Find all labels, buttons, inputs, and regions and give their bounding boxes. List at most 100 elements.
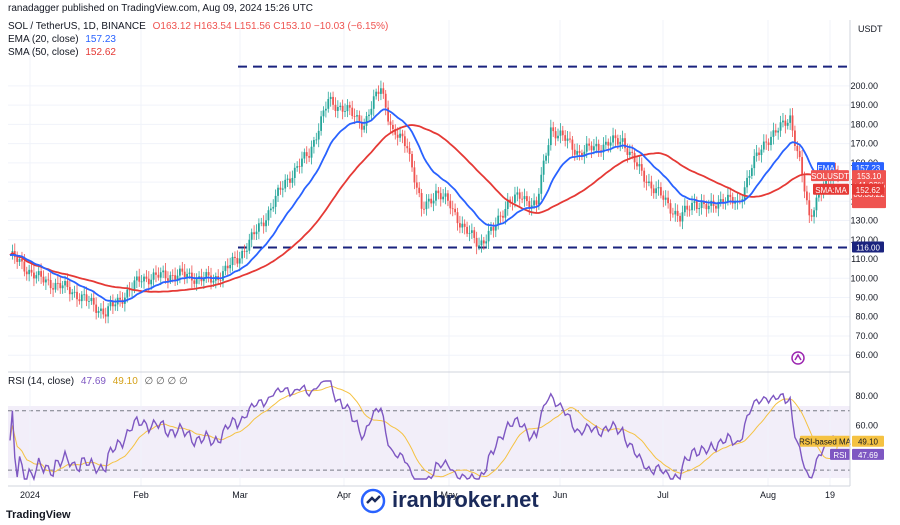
- rsi-ma-value-tag: 49.10: [852, 435, 884, 447]
- ema-legend[interactable]: EMA (20, close) 157.23: [8, 34, 120, 45]
- candle-body: [360, 122, 363, 130]
- candle-body: [559, 130, 562, 136]
- candle-body: [585, 143, 588, 152]
- sma-title-tag-text: SMA:MA: [815, 186, 847, 195]
- candle-body: [571, 139, 574, 150]
- candle-body: [707, 205, 710, 210]
- y-tick-label: 90.00: [855, 293, 878, 303]
- ohlc-values: O163.12 H163.54 L151.56 C153.10 −10.03 (…: [152, 21, 389, 32]
- candle-body: [135, 276, 138, 281]
- candle-body: [537, 193, 540, 205]
- candle-body: [808, 200, 811, 216]
- candle-body: [710, 200, 713, 206]
- candle-body: [727, 194, 729, 202]
- candle-body: [202, 278, 205, 282]
- y-tick-label: 110.00: [851, 254, 878, 264]
- symbol-title: SOL / TetherUS, 1D, BINANCE: [8, 21, 146, 32]
- candle-body: [478, 245, 480, 247]
- candle-body: [499, 215, 502, 217]
- candle-body: [557, 135, 559, 139]
- candle-body: [430, 198, 433, 204]
- rsi-ma-title-tag: RSI-based MA: [799, 435, 852, 447]
- x-tick-label: Apr: [337, 490, 351, 500]
- candle-body: [573, 149, 576, 155]
- candle-body: [526, 196, 528, 202]
- candle-body: [435, 190, 437, 201]
- candle-body: [626, 148, 629, 155]
- candle-body: [274, 195, 277, 207]
- candle-body: [504, 209, 507, 218]
- candle-body: [566, 138, 569, 141]
- candle-body: [516, 192, 519, 195]
- support-level-tag: 116.00: [852, 241, 884, 253]
- candle-body: [305, 152, 308, 157]
- candle-body: [545, 155, 547, 161]
- rsi-legend-extra: ∅ ∅ ∅ ∅: [144, 376, 188, 387]
- candle-body: [169, 275, 172, 281]
- candle-body: [339, 105, 342, 107]
- candle-body: [590, 145, 593, 151]
- candle-body: [518, 192, 521, 199]
- candle-body: [758, 152, 760, 156]
- candle-body: [346, 105, 349, 112]
- candle-body: [382, 88, 385, 94]
- candle-body: [301, 158, 303, 167]
- candle-body: [68, 287, 71, 295]
- candle-body: [451, 208, 454, 210]
- candle-body: [44, 279, 47, 283]
- ema-legend-label: EMA (20, close): [8, 34, 79, 45]
- publisher-line: ranadagger published on TradingView.com,…: [8, 3, 314, 14]
- candle-body: [18, 258, 21, 262]
- candle-body: [248, 239, 251, 251]
- symbol-title-tag-text: SOLUSDT: [811, 172, 849, 181]
- y-tick-label: 60.00: [855, 350, 878, 360]
- candle-body: [760, 149, 763, 156]
- tradingview-logo[interactable]: TradingView: [6, 509, 71, 521]
- y-tick-label: 180.00: [850, 119, 878, 129]
- candle-body: [750, 168, 753, 176]
- ema-title-tag-text: EMA: [817, 164, 835, 173]
- candle-body: [143, 276, 145, 282]
- candle-body: [581, 152, 583, 157]
- currency-label[interactable]: USDT: [858, 24, 883, 34]
- candles: [11, 80, 839, 324]
- candle-body: [138, 276, 141, 282]
- candle-body: [195, 277, 198, 284]
- candle-body: [356, 115, 358, 117]
- candle-body: [219, 280, 222, 281]
- candle-body: [234, 256, 236, 259]
- candle-body: [427, 198, 430, 202]
- candle-body: [671, 213, 674, 215]
- candle-body: [693, 201, 696, 203]
- candle-body: [688, 209, 691, 211]
- sma-legend[interactable]: SMA (50, close) 152.62: [8, 47, 120, 58]
- candle-body: [164, 270, 167, 279]
- candle-body: [159, 272, 162, 278]
- candle-body: [588, 143, 591, 146]
- candle-body: [772, 130, 775, 137]
- candle-body: [308, 156, 311, 158]
- candle-body: [71, 292, 74, 295]
- candle-body: [631, 151, 634, 153]
- rsi-line: [9, 380, 839, 482]
- candle-body: [102, 308, 105, 315]
- candle-body: [602, 144, 605, 153]
- candle-body: [33, 272, 35, 279]
- candle-body: [789, 115, 792, 123]
- candle-body: [279, 187, 282, 190]
- rsi-legend[interactable]: RSI (14, close) 47.69 49.10 ∅ ∅ ∅ ∅: [8, 376, 192, 387]
- candle-body: [664, 197, 667, 200]
- candle-body: [815, 197, 818, 211]
- watermark-icon: [360, 488, 386, 514]
- grid: [8, 20, 850, 486]
- candle-body: [734, 202, 736, 204]
- candle-body: [540, 174, 543, 194]
- symbol-title-tag: SOLUSDT: [811, 170, 849, 182]
- replay-icon[interactable]: [790, 350, 806, 366]
- candle-body: [97, 310, 100, 313]
- sma-title-tag: SMA:MA: [813, 183, 849, 195]
- tradingview-brand: TradingView: [6, 509, 71, 521]
- candle-body: [423, 208, 425, 210]
- candle-body: [506, 199, 509, 210]
